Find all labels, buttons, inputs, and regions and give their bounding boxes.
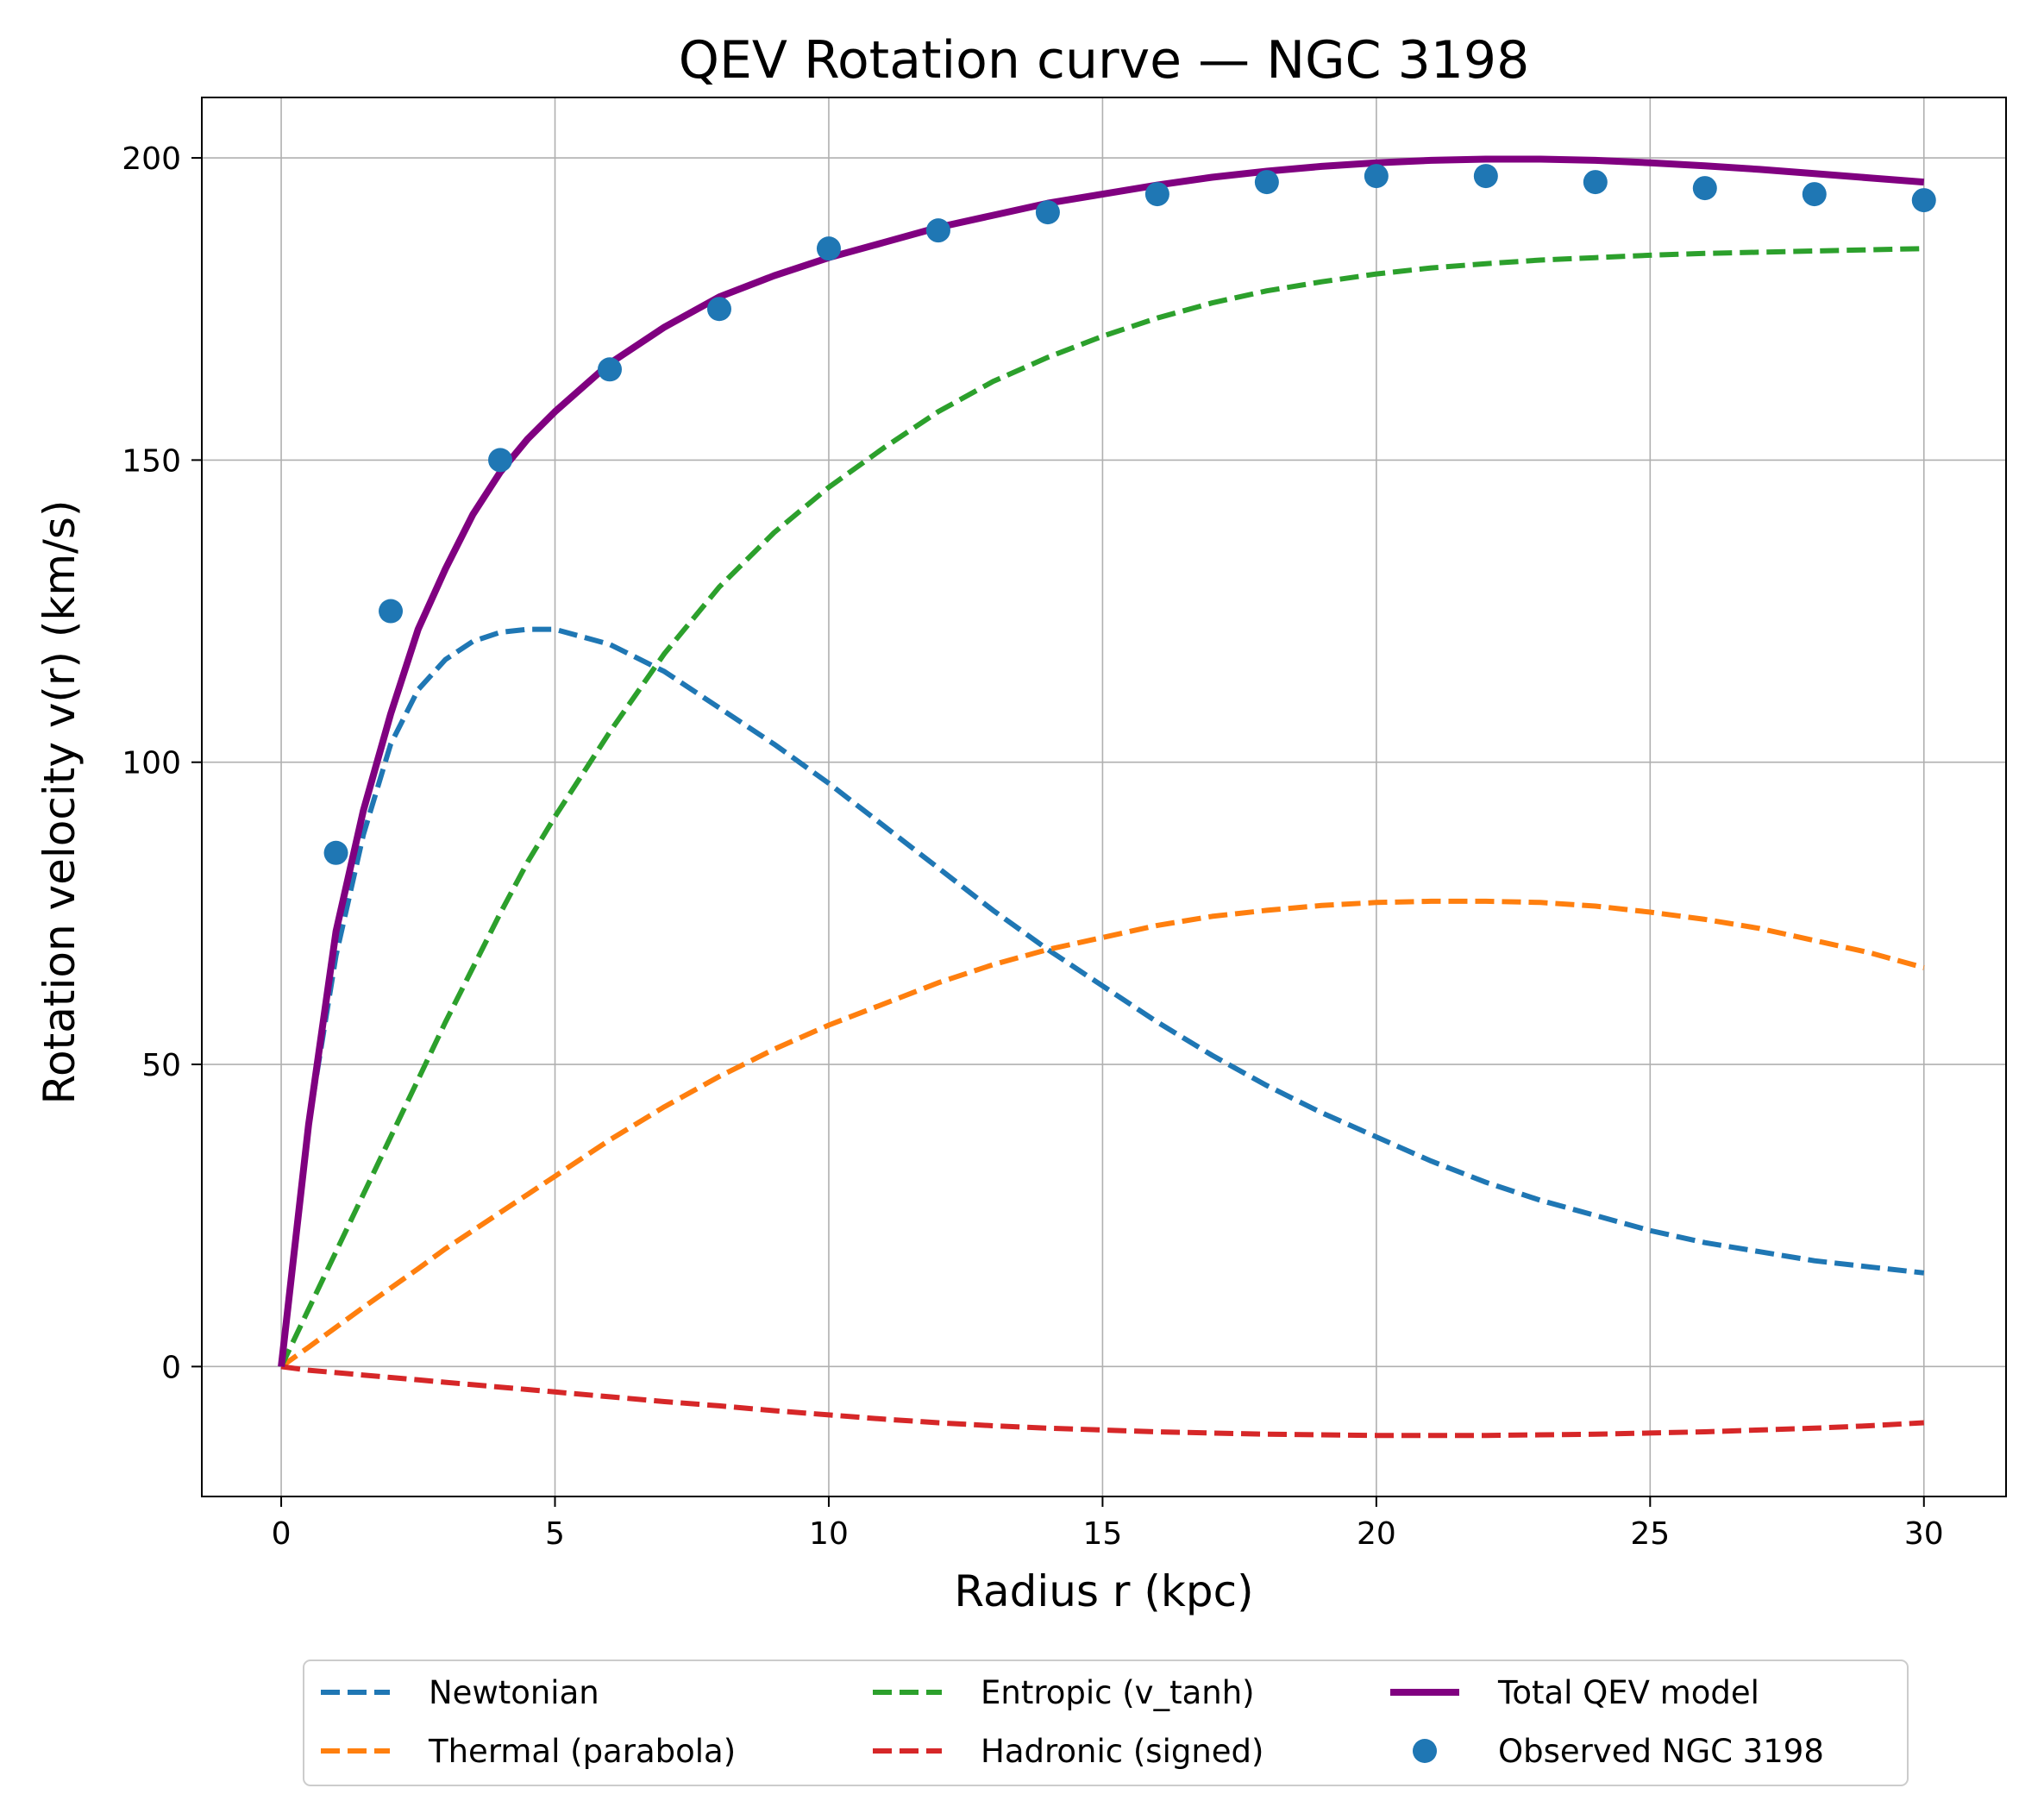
y-axis-label: Rotation velocity v(r) (km/s) xyxy=(34,500,85,1105)
observed-point xyxy=(816,236,841,261)
observed-point xyxy=(925,218,950,243)
legend-marker xyxy=(1413,1739,1437,1763)
plot-frame xyxy=(201,97,2007,1497)
x-axis-label: Radius r (kpc) xyxy=(954,1566,1253,1616)
observed-point xyxy=(1035,200,1060,225)
y-tick-label: 200 xyxy=(122,141,181,177)
observed-point xyxy=(379,599,404,624)
y-tick-label: 150 xyxy=(122,443,181,479)
y-tick-label: 100 xyxy=(122,746,181,781)
legend-label: Observed NGC 3198 xyxy=(1498,1733,1824,1770)
observed-point xyxy=(598,357,623,382)
legend-label: Total QEV model xyxy=(1497,1674,1759,1711)
series-line-newtonian xyxy=(279,626,1925,1367)
observed-point xyxy=(1911,188,1936,213)
observed-point xyxy=(323,840,348,865)
x-tick-label: 5 xyxy=(545,1516,565,1552)
observed-point xyxy=(1364,164,1389,189)
observed-point xyxy=(1144,182,1169,207)
observed-point xyxy=(706,297,731,322)
series-line-entropic-v-tanh xyxy=(279,246,1924,1368)
series-line-hadronic-signed xyxy=(280,1364,1924,1439)
x-tick-label: 25 xyxy=(1630,1516,1670,1552)
legend-label: Hadronic (signed) xyxy=(981,1733,1263,1770)
x-tick-label: 20 xyxy=(1357,1516,1396,1552)
tick-layer: 0 5 10 15 20 25 30 0 50 100 150 200 xyxy=(122,141,1943,1552)
legend-label: Thermal (parabola) xyxy=(428,1733,736,1770)
series-line-thermal-parabola xyxy=(279,898,1925,1369)
observed-point xyxy=(1254,170,1279,195)
observed-point xyxy=(1583,170,1608,195)
observed-point xyxy=(488,448,513,473)
legend: Newtonian Thermal (parabola) Entropic (v_t… xyxy=(303,1660,1909,1786)
series-layer xyxy=(278,155,1936,1439)
x-tick-label: 10 xyxy=(809,1516,849,1552)
observed-point xyxy=(1473,164,1498,189)
x-tick-label: 15 xyxy=(1083,1516,1123,1552)
chart-title: QEV Rotation curve — NGC 3198 xyxy=(679,30,1530,91)
x-tick-label: 0 xyxy=(272,1516,292,1552)
series-line-total-qev-model xyxy=(278,155,1925,1367)
x-tick-label: 30 xyxy=(1904,1516,1944,1552)
observed-point xyxy=(1802,182,1827,207)
y-tick-label: 0 xyxy=(161,1350,181,1385)
legend-label: Entropic (v_tanh) xyxy=(981,1674,1255,1711)
y-tick-label: 50 xyxy=(141,1048,181,1083)
observed-point xyxy=(1692,176,1717,201)
legend-label: Newtonian xyxy=(429,1674,599,1711)
legend-box xyxy=(303,1660,1909,1786)
